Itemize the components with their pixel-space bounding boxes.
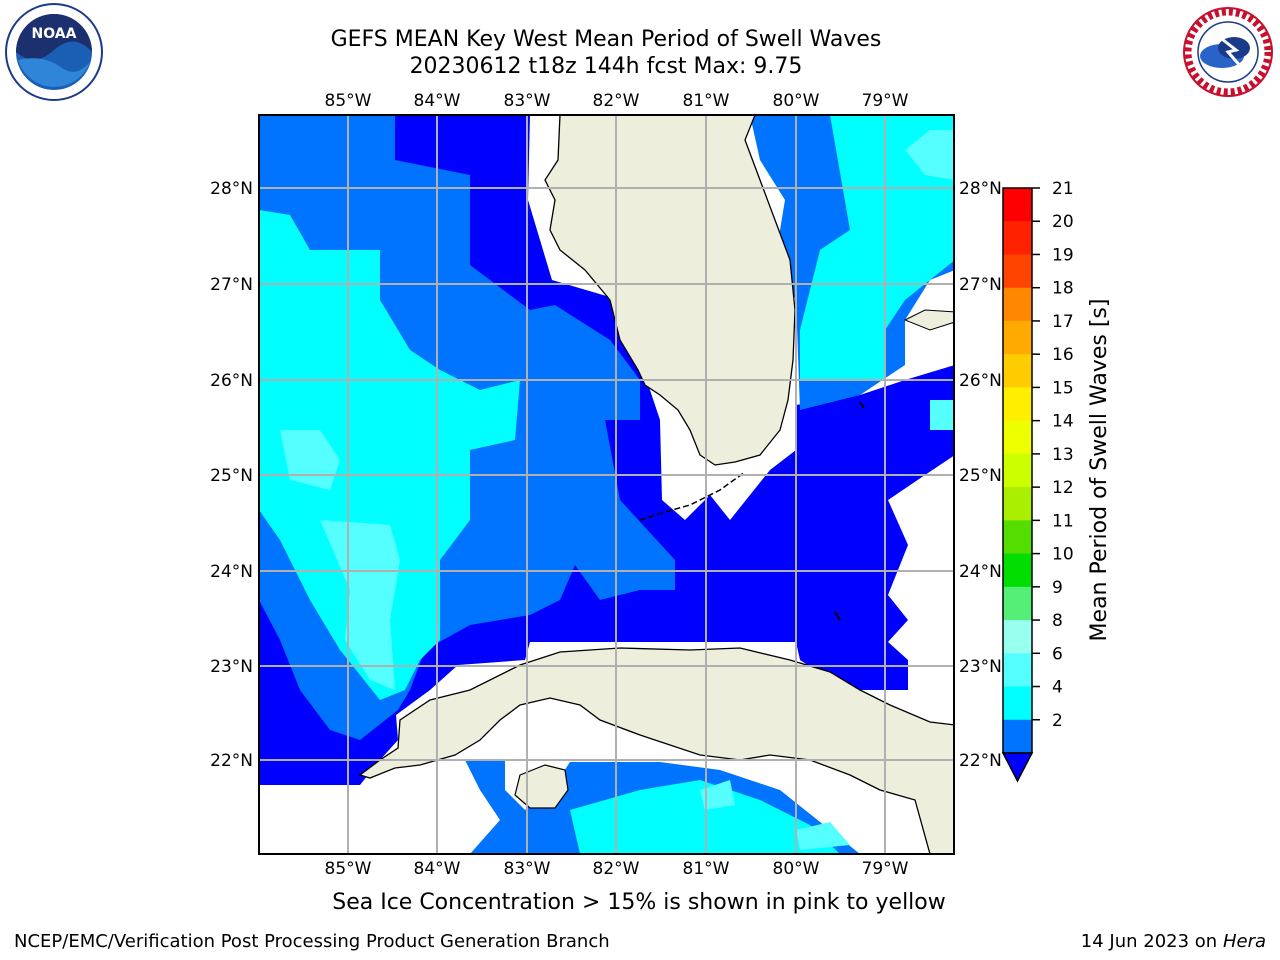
swell-band-6-8 — [259, 210, 520, 700]
lon-label: 85°W — [325, 859, 372, 879]
lat-label: 25°N — [959, 466, 1002, 486]
colorbar-tick-label: 2 — [1052, 711, 1063, 731]
florida-land — [544, 115, 796, 466]
nws-logo-icon — [1183, 7, 1273, 97]
lon-label: 84°W — [414, 859, 461, 879]
colorbar-tick-label: 8 — [1052, 611, 1063, 631]
colorbar-tick-label: 12 — [1052, 478, 1074, 498]
colorbar-block — [1003, 188, 1032, 222]
colorbar-block — [1003, 487, 1032, 521]
footer-date: 14 Jun 2023 on Hera — [1081, 931, 1266, 952]
colorbar-block — [1003, 719, 1032, 754]
lon-label: 79°W — [862, 91, 909, 111]
lat-label: 26°N — [210, 371, 253, 391]
colorbar-block — [1003, 287, 1032, 322]
colorbar-block — [1003, 453, 1032, 488]
colorbar-tick-label: 4 — [1052, 678, 1063, 698]
lat-label: 22°N — [210, 751, 253, 771]
colorbar-tick-label: 6 — [1052, 644, 1063, 664]
colorbar-tick-label: 19 — [1052, 245, 1074, 265]
colorbar-block — [1003, 686, 1032, 721]
colorbar-block — [1003, 553, 1032, 588]
lon-label: 82°W — [593, 91, 640, 111]
footer-branch: NCEP/EMC/Verification Post Processing Pr… — [14, 931, 610, 952]
colorbar-frame — [1002, 187, 1033, 754]
noaa-logo-icon: NOAA — [5, 3, 103, 101]
lon-label: 82°W — [593, 859, 640, 879]
colorbar-block — [1003, 653, 1032, 688]
footer-host: Hera — [1222, 931, 1266, 952]
colorbar-tick-label: 20 — [1052, 212, 1074, 232]
lat-label: 23°N — [959, 657, 1002, 677]
colorbar-tick-label: 10 — [1052, 545, 1074, 565]
colorbar-block — [1003, 221, 1032, 255]
colorbar-block — [1003, 420, 1032, 455]
lat-label: 24°N — [959, 562, 1002, 582]
colorbar-block — [1003, 586, 1032, 621]
lat-label: 26°N — [959, 371, 1002, 391]
lon-label: 80°W — [773, 91, 820, 111]
sea-ice-note: Sea Ice Concentration > 15% is shown in … — [332, 890, 946, 915]
colorbar: 21 20 19 18 17 16 15 14 13 12 11 10 9 8 6 4 2 Mean Perio… — [1001, 179, 1112, 783]
colorbar-tick-label: 14 — [1052, 412, 1074, 432]
colorbar-tick-label: 18 — [1052, 279, 1074, 299]
lat-label: 25°N — [210, 466, 253, 486]
colorbar-tick-label: 21 — [1052, 179, 1074, 199]
lon-labels-bottom: 85°W 84°W 83°W 82°W 81°W 80°W 79°W — [325, 859, 909, 879]
lat-label: 24°N — [210, 562, 253, 582]
colorbar-tick-label: 16 — [1052, 345, 1074, 365]
lon-label: 80°W — [773, 859, 820, 879]
map-title: GEFS MEAN Key West Mean Period of Swell … — [330, 27, 882, 52]
lon-label: 85°W — [325, 91, 372, 111]
colorbar-block — [1003, 320, 1032, 355]
lon-label: 79°W — [862, 859, 909, 879]
map-frame — [258, 114, 955, 855]
colorbar-block — [1003, 520, 1032, 555]
map-subtitle: 20230612 t18z 144h fcst Max: 9.75 — [409, 54, 803, 79]
colorbar-under-triangle — [1001, 752, 1034, 783]
colorbar-tick-label: 13 — [1052, 445, 1074, 465]
colorbar-block — [1003, 620, 1032, 654]
colorbar-block — [1003, 387, 1032, 422]
colorbar-block — [1003, 354, 1032, 388]
lon-label: 83°W — [504, 859, 551, 879]
lon-label: 81°W — [683, 859, 730, 879]
lat-label: 27°N — [210, 275, 253, 295]
colorbar-block — [1003, 254, 1032, 289]
lat-label: 27°N — [959, 275, 1002, 295]
colorbar-tick-label: 15 — [1052, 378, 1074, 398]
lon-label: 84°W — [414, 91, 461, 111]
footer-date-text: 14 Jun 2023 on — [1080, 931, 1218, 952]
colorbar-label: Mean Period of Swell Waves [s] — [1087, 299, 1112, 642]
lat-label: 28°N — [959, 179, 1002, 199]
lat-labels-right: 28°N 27°N 26°N 25°N 24°N 23°N 22°N — [959, 179, 1002, 771]
map-gridlines — [259, 115, 954, 854]
lat-label: 28°N — [210, 179, 253, 199]
lon-label: 83°W — [504, 91, 551, 111]
noaa-logo-text: NOAA — [32, 26, 77, 42]
colorbar-tick-label: 9 — [1052, 578, 1063, 598]
colorbar-tick-label: 11 — [1052, 511, 1074, 531]
lon-label: 81°W — [683, 91, 730, 111]
lon-labels-top: 85°W 84°W 83°W 82°W 81°W 80°W 79°W — [325, 91, 909, 111]
colorbar-tick-label: 17 — [1052, 312, 1074, 332]
lat-label: 23°N — [210, 657, 253, 677]
lat-labels-left: 28°N 27°N 26°N 25°N 24°N 23°N 22°N — [210, 179, 253, 771]
lat-label: 22°N — [959, 751, 1002, 771]
